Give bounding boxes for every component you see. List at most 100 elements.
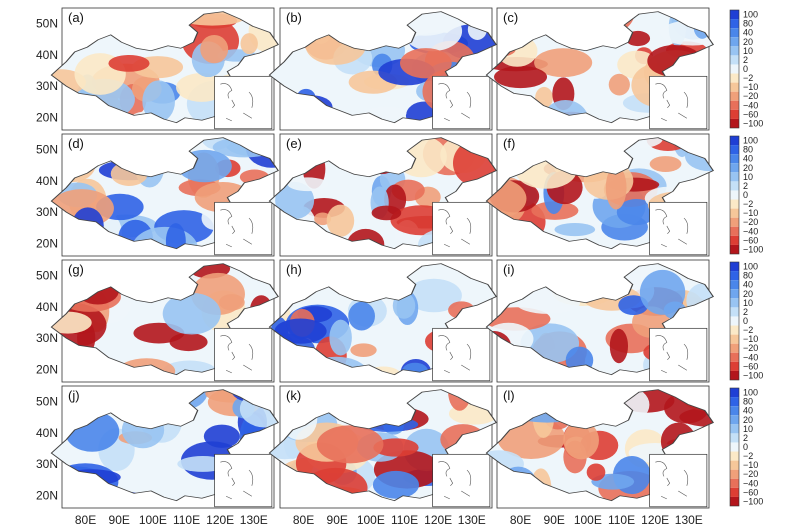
x-tick-label: 90E [544, 513, 565, 527]
colorbar-label: 100 [743, 388, 758, 398]
country-border [268, 11, 498, 124]
country-border [50, 389, 280, 502]
y-tick-label: 20N [36, 110, 58, 124]
colorbar-label: −10 [743, 82, 758, 92]
colorbar-swatch [730, 163, 739, 173]
colorbar-swatch [730, 82, 739, 92]
y-tick-label: 20N [36, 488, 58, 502]
colorbar-swatch [730, 46, 739, 56]
colorbar-swatch [730, 352, 739, 362]
anomaly-patch [371, 205, 402, 221]
panel-e: (e) [268, 133, 498, 257]
colorbar-label: 20 [743, 415, 753, 425]
colorbar-swatch [730, 118, 739, 128]
country-border [485, 263, 715, 376]
colorbar-label: −20 [743, 91, 758, 101]
country-border [50, 263, 280, 376]
y-tick-label: 30N [36, 331, 58, 345]
colorbar-swatch [730, 235, 739, 245]
colorbar-label: 10 [743, 46, 753, 56]
colorbar-label: −60 [743, 109, 758, 119]
anomaly-patch [142, 80, 175, 123]
colorbar-swatch [730, 424, 739, 434]
colorbar-label: 2 [743, 307, 748, 317]
colorbar-label: 80 [743, 271, 753, 281]
colorbar-label: −100 [743, 496, 763, 506]
colorbar-label: −100 [743, 370, 763, 380]
colorbar-swatch [730, 55, 739, 65]
colorbar-swatch [730, 307, 739, 317]
colorbar-label: 80 [743, 145, 753, 155]
colorbar-swatch [730, 154, 739, 164]
panel-b: (b) [268, 7, 498, 131]
colorbar-label: 2 [743, 55, 748, 65]
panel-k: (k) [268, 385, 498, 509]
colorbar-label: 0 [743, 316, 748, 326]
anomaly-patch [586, 463, 606, 481]
panel-label: (d) [68, 136, 84, 151]
x-tick-label: 130E [240, 513, 268, 527]
colorbar-label: −2 [743, 325, 753, 335]
anomaly-patch [608, 73, 630, 96]
anomaly-patch [326, 204, 355, 237]
y-tick-label: 20N [36, 362, 58, 376]
anomaly-patch [275, 181, 315, 220]
country-border [268, 137, 498, 250]
colorbar-swatch [730, 109, 739, 119]
colorbar-label: −2 [743, 451, 753, 461]
colorbar-swatch [730, 469, 739, 479]
country-border [268, 389, 498, 502]
colorbar-swatch [730, 298, 739, 308]
country-border [50, 137, 280, 250]
colorbar-swatch [730, 19, 739, 29]
colorbar-label: −10 [743, 460, 758, 470]
colorbar-label: −100 [743, 244, 763, 254]
x-tick-label: 90E [109, 513, 130, 527]
colorbar-label: −10 [743, 208, 758, 218]
anomaly-patch [405, 278, 462, 313]
colorbar-swatch [730, 361, 739, 371]
anomaly-patch [516, 292, 580, 314]
anomaly-patch [616, 199, 657, 226]
colorbar-swatch [730, 451, 739, 461]
south-china-sea-inset-icon [214, 201, 273, 256]
colorbar-label: −2 [743, 73, 753, 83]
y-tick-label: 40N [36, 300, 58, 314]
anomaly-patch [350, 343, 377, 357]
anomaly-patch [287, 177, 329, 192]
colorbar-label: 10 [743, 172, 753, 182]
panel-l: (l) [485, 385, 715, 509]
panel-label: (g) [68, 262, 84, 277]
x-tick-label: 100E [139, 513, 167, 527]
x-tick-label: 120E [641, 513, 669, 527]
x-tick-label: 110E [608, 513, 635, 527]
colorbar-label: 20 [743, 37, 753, 47]
y-tick-label: 40N [36, 426, 58, 440]
colorbar-label: 80 [743, 397, 753, 407]
y-tick-label: 20N [36, 236, 58, 250]
colorbar-label: 0 [743, 190, 748, 200]
colorbar-label: 100 [743, 262, 758, 272]
colorbar-label: 10 [743, 298, 753, 308]
colorbar-swatch [730, 217, 739, 227]
panel-f: (f) [485, 133, 715, 257]
country-border [485, 137, 715, 250]
colorbar-swatch [730, 316, 739, 326]
anomaly-patch [240, 33, 258, 55]
colorbar-label: −10 [743, 334, 758, 344]
colorbar-label: 40 [743, 280, 753, 290]
south-china-sea-inset-icon [649, 453, 708, 508]
colorbar-swatch [730, 343, 739, 353]
colorbar-label: 40 [743, 154, 753, 164]
colorbar-label: 0 [743, 442, 748, 452]
panel-label: (c) [503, 10, 518, 25]
colorbar-swatch [730, 406, 739, 416]
anomaly-patch [348, 301, 375, 331]
colorbar-swatch [730, 64, 739, 74]
colorbar-swatch [730, 100, 739, 110]
colorbar-label: −20 [743, 217, 758, 227]
colorbar-swatch [730, 136, 739, 146]
colorbar-label: −20 [743, 469, 758, 479]
x-tick-label: 100E [357, 513, 385, 527]
anomaly-patch [609, 328, 629, 364]
